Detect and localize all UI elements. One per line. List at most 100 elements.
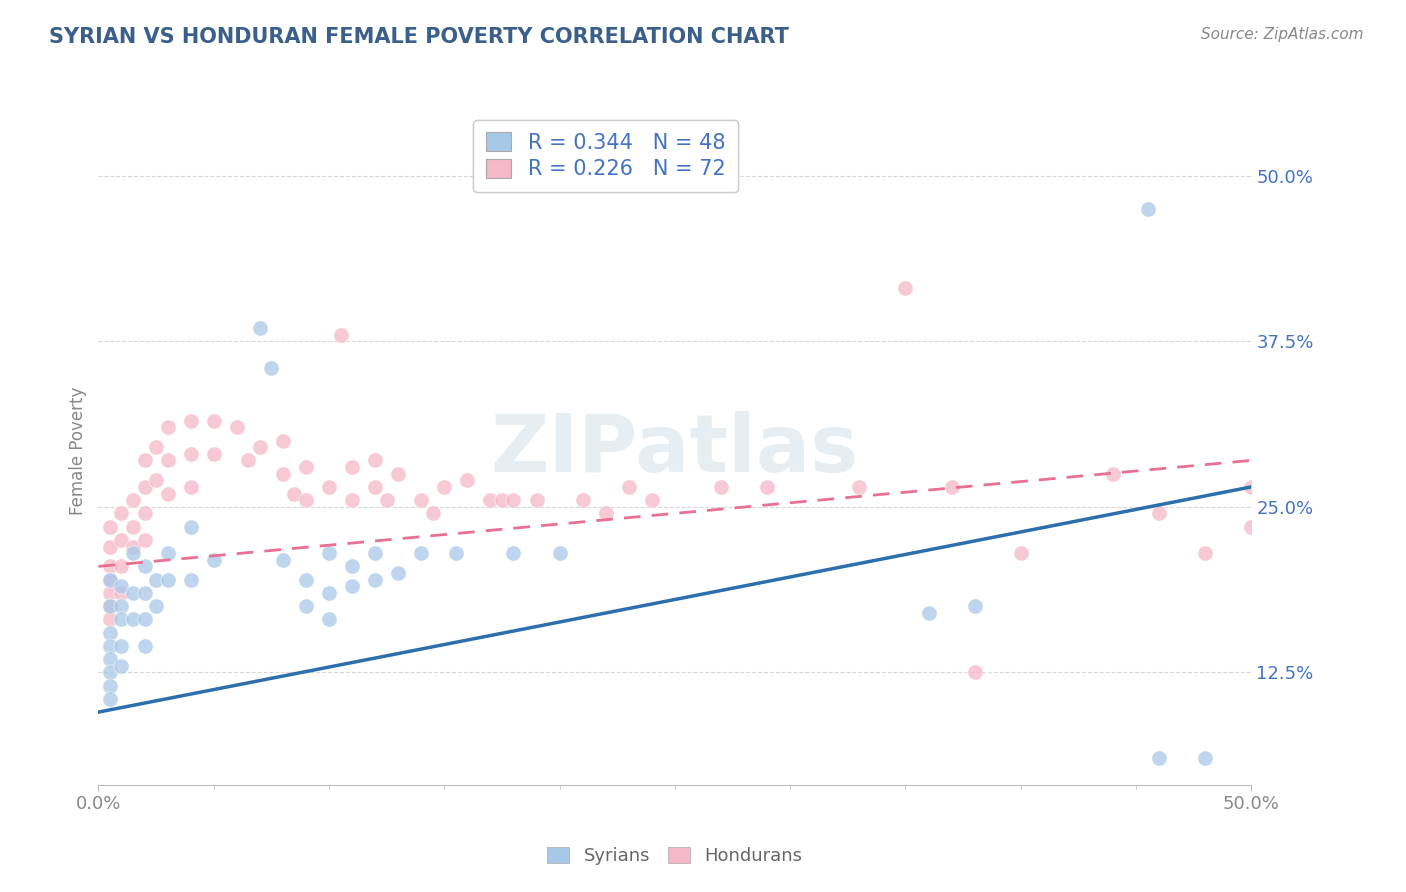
Point	[340, 559, 363, 574]
Point	[180, 519, 202, 533]
Point	[502, 493, 524, 508]
Point	[318, 480, 340, 494]
Point	[98, 599, 121, 614]
Point	[617, 480, 640, 494]
Point	[145, 473, 167, 487]
Point	[1240, 519, 1263, 533]
Point	[271, 553, 294, 567]
Point	[145, 599, 167, 614]
Point	[894, 281, 917, 295]
Point	[340, 460, 363, 475]
Point	[318, 612, 340, 626]
Legend: Syrians, Hondurans: Syrians, Hondurans	[538, 838, 811, 874]
Point	[145, 440, 167, 454]
Point	[180, 447, 202, 461]
Point	[134, 612, 156, 626]
Point	[180, 414, 202, 428]
Point	[98, 573, 121, 587]
Point	[110, 507, 132, 521]
Point	[318, 546, 340, 560]
Point	[364, 480, 387, 494]
Point	[295, 573, 318, 587]
Point	[364, 546, 387, 560]
Point	[364, 453, 387, 467]
Point	[1194, 546, 1216, 560]
Point	[134, 586, 156, 600]
Point	[526, 493, 548, 508]
Point	[1309, 540, 1331, 554]
Point	[502, 546, 524, 560]
Point	[156, 546, 179, 560]
Point	[98, 540, 121, 554]
Point	[98, 665, 121, 680]
Point	[249, 440, 271, 454]
Point	[271, 467, 294, 481]
Point	[1147, 751, 1170, 765]
Point	[1102, 467, 1125, 481]
Point	[456, 473, 478, 487]
Point	[110, 586, 132, 600]
Point	[444, 546, 467, 560]
Text: ZIPatlas: ZIPatlas	[491, 411, 859, 490]
Point	[134, 507, 156, 521]
Legend: R = 0.344   N = 48, R = 0.226   N = 72: R = 0.344 N = 48, R = 0.226 N = 72	[474, 120, 738, 192]
Point	[98, 652, 121, 666]
Point	[283, 486, 305, 500]
Point	[180, 573, 202, 587]
Point	[202, 553, 225, 567]
Point	[641, 493, 664, 508]
Point	[122, 493, 145, 508]
Point	[122, 546, 145, 560]
Point	[375, 493, 398, 508]
Point	[98, 559, 121, 574]
Point	[156, 486, 179, 500]
Point	[491, 493, 513, 508]
Text: Source: ZipAtlas.com: Source: ZipAtlas.com	[1201, 27, 1364, 42]
Point	[260, 360, 283, 375]
Point	[479, 493, 502, 508]
Point	[156, 573, 179, 587]
Point	[271, 434, 294, 448]
Point	[110, 533, 132, 547]
Point	[98, 586, 121, 600]
Point	[433, 480, 456, 494]
Point	[1263, 321, 1285, 335]
Point	[1240, 480, 1263, 494]
Point	[156, 420, 179, 434]
Point	[340, 493, 363, 508]
Point	[202, 447, 225, 461]
Point	[180, 480, 202, 494]
Point	[364, 573, 387, 587]
Point	[202, 414, 225, 428]
Point	[134, 559, 156, 574]
Point	[110, 559, 132, 574]
Point	[249, 321, 271, 335]
Text: SYRIAN VS HONDURAN FEMALE POVERTY CORRELATION CHART: SYRIAN VS HONDURAN FEMALE POVERTY CORREL…	[49, 27, 789, 46]
Point	[238, 453, 260, 467]
Point	[134, 453, 156, 467]
Point	[710, 480, 733, 494]
Point	[122, 540, 145, 554]
Point	[595, 507, 617, 521]
Point	[1010, 546, 1032, 560]
Point	[295, 460, 318, 475]
Point	[98, 612, 121, 626]
Point	[122, 586, 145, 600]
Point	[98, 573, 121, 587]
Point	[110, 612, 132, 626]
Point	[122, 612, 145, 626]
Point	[98, 599, 121, 614]
Point	[318, 586, 340, 600]
Point	[98, 639, 121, 653]
Point	[295, 599, 318, 614]
Point	[963, 665, 986, 680]
Point	[110, 599, 132, 614]
Point	[110, 639, 132, 653]
Point	[848, 480, 870, 494]
Point	[411, 493, 433, 508]
Point	[295, 493, 318, 508]
Point	[134, 480, 156, 494]
Point	[340, 579, 363, 593]
Point	[756, 480, 779, 494]
Point	[941, 480, 963, 494]
